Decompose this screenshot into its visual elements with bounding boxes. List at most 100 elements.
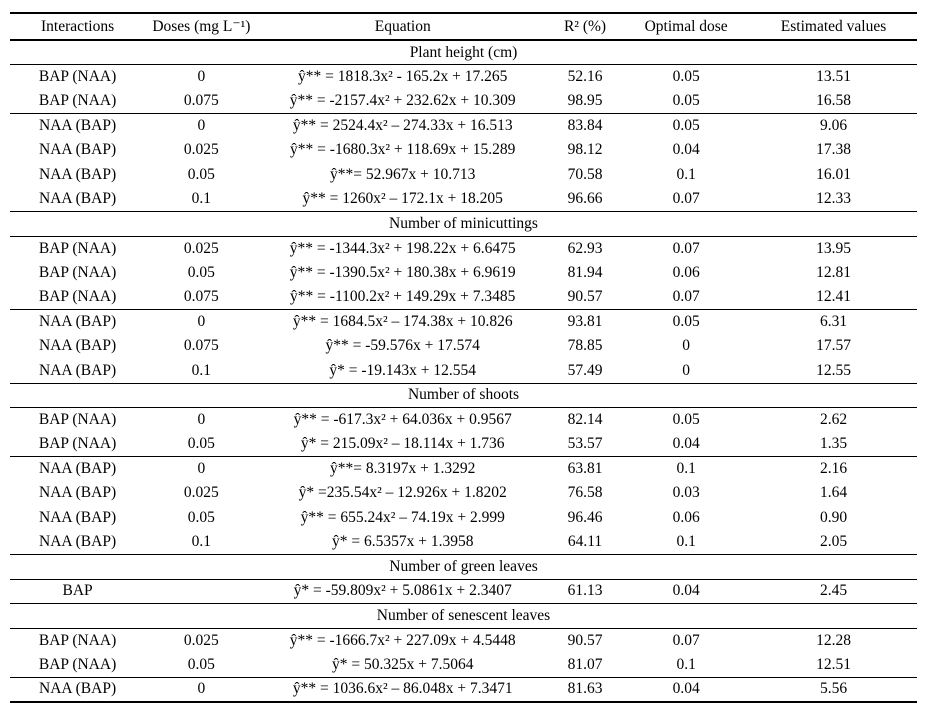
cell-r2: 64.11: [567, 533, 603, 550]
cell-interaction: BAP (NAA): [38, 68, 117, 85]
cell-equation: ŷ* = -59.809x² + 5.0861x + 2.3407: [293, 582, 512, 600]
cell-r2: 96.46: [567, 508, 603, 526]
cell-r2: 76.58: [567, 484, 603, 502]
cell-r2: 83.84: [567, 117, 603, 134]
cell-equation: ŷ* =235.54x² – 12.926x + 1.8202: [298, 484, 507, 502]
table-row: BAP ŷ* = -59.809x² + 5.0861x + 2.3407 61.1…: [10, 579, 917, 604]
cell-estimated-value: 12.33: [816, 190, 851, 207]
results-table: Interactions Doses (mg L⁻¹) Equation R² (%)…: [10, 12, 917, 703]
cell-r2: 57.49: [567, 361, 603, 379]
table-row: NAA (BAP) 0.1 ŷ** = 1260x² – 172.1x + 18.2…: [10, 187, 917, 212]
table-row: BAP (NAA) 0 ŷ** = 1818.3x² - 165.2x + 17.2…: [10, 65, 917, 90]
cell-equation: ŷ** = -1344.3x² + 198.22x + 6.6475: [289, 239, 516, 257]
cell-optimal-dose: 0.07: [672, 239, 700, 257]
table-row: BAP (NAA) 0.05 ŷ* = 215.09x² – 18.114x + 1…: [10, 432, 917, 457]
cell-equation: ŷ** = 1684.5x² – 174.38x + 10.826: [292, 313, 513, 330]
cell-equation: ŷ** = -617.3x² + 64.036x + 0.9567: [293, 411, 512, 428]
cell-equation: ŷ** = -1390.5x² + 180.38x + 6.9619: [289, 263, 516, 281]
cell-optimal-dose: 0.05: [672, 92, 700, 109]
cell-r2: 98.12: [567, 141, 603, 159]
cell-equation: ŷ** = 1818.3x² - 165.2x + 17.265: [298, 68, 508, 85]
header-equation: Equation: [374, 17, 431, 35]
cell-estimated-value: 13.95: [816, 239, 851, 257]
cell-dose: 0: [197, 680, 206, 697]
cell-estimated-value: 2.45: [819, 582, 848, 600]
cell-estimated-value: 12.51: [816, 655, 851, 673]
cell-estimated-value: 17.57: [816, 337, 851, 355]
cell-equation: ŷ** = -59.576x + 17.574: [325, 337, 480, 355]
cell-estimated-value: 16.58: [816, 92, 851, 109]
cell-optimal-dose: 0.05: [672, 68, 700, 85]
cell-r2: 61.13: [567, 582, 603, 600]
cell-interaction: NAA (BAP): [39, 533, 117, 550]
cell-estimated-value: 17.38: [816, 141, 851, 159]
section-title: Number of green leaves: [389, 557, 538, 575]
cell-equation: ŷ* = -19.143x + 12.554: [329, 361, 477, 379]
cell-estimated-value: 1.64: [819, 484, 848, 502]
cell-optimal-dose: 0.07: [672, 288, 700, 305]
cell-interaction: BAP (NAA): [38, 631, 117, 649]
table-row: NAA (BAP) 0 ŷ** = 1036.6x² – 86.048x + 7.3…: [10, 677, 917, 702]
cell-dose: 0.075: [183, 337, 219, 355]
cell-interaction: BAP: [62, 582, 93, 600]
table-row: NAA (BAP) 0.05 ŷ** = 655.24x² – 74.19x + 2…: [10, 506, 917, 531]
cell-equation: ŷ** = -1666.7x² + 227.09x + 4.5448: [289, 631, 516, 649]
cell-interaction: NAA (BAP): [39, 680, 117, 697]
cell-optimal-dose: 0.05: [672, 313, 700, 330]
cell-equation: ŷ** = 1036.6x² – 86.048x + 7.3471: [292, 680, 513, 697]
table-row: BAP (NAA) 0.05 ŷ** = -1390.5x² + 180.38x +…: [10, 261, 917, 286]
cell-interaction: BAP (NAA): [38, 288, 117, 305]
cell-dose: 0.05: [187, 655, 215, 673]
cell-estimated-value: 9.06: [819, 117, 848, 134]
cell-r2: 81.63: [567, 680, 603, 697]
cell-interaction: BAP (NAA): [38, 239, 117, 257]
cell-optimal-dose: 0: [682, 337, 691, 355]
cell-estimated-value: 2.05: [819, 533, 848, 550]
cell-equation: ŷ** = 1260x² – 172.1x + 18.205: [302, 190, 503, 207]
cell-interaction: NAA (BAP): [39, 460, 117, 477]
cell-dose: 0: [197, 460, 206, 477]
cell-dose: 0.025: [183, 631, 219, 649]
cell-r2: 62.93: [567, 239, 603, 257]
cell-dose: 0.1: [191, 533, 212, 550]
cell-estimated-value: 13.51: [816, 68, 851, 85]
section-title-row: Number of shoots: [10, 383, 917, 408]
cell-dose: 0.05: [187, 263, 215, 281]
cell-optimal-dose: 0: [682, 361, 691, 379]
cell-interaction: BAP (NAA): [38, 263, 117, 281]
cell-equation: ŷ**= 8.3197x + 1.3292: [330, 460, 476, 477]
cell-dose: [145, 579, 257, 604]
table-row: BAP (NAA) 0.025 ŷ** = -1666.7x² + 227.09x …: [10, 628, 917, 653]
cell-optimal-dose: 0.04: [672, 680, 700, 697]
cell-estimated-value: 6.31: [819, 313, 848, 330]
cell-optimal-dose: 0.03: [672, 484, 700, 502]
section-title: Number of minicuttings: [389, 214, 538, 232]
cell-estimated-value: 2.62: [819, 411, 848, 428]
cell-estimated-value: 12.28: [816, 631, 851, 649]
cell-r2: 96.66: [567, 190, 603, 207]
cell-equation: ŷ* = 215.09x² – 18.114x + 1.736: [300, 435, 505, 452]
cell-equation: ŷ* = 6.5357x + 1.3958: [331, 533, 474, 550]
cell-interaction: NAA (BAP): [39, 190, 117, 207]
cell-dose: 0.05: [187, 435, 215, 452]
cell-interaction: NAA (BAP): [39, 484, 117, 502]
table-header: Interactions Doses (mg L⁻¹) Equation R² (%)…: [10, 13, 917, 40]
header-row: Interactions Doses (mg L⁻¹) Equation R² (%)…: [10, 13, 917, 40]
cell-estimated-value: 5.56: [819, 680, 848, 697]
cell-interaction: NAA (BAP): [39, 508, 117, 526]
cell-interaction: NAA (BAP): [39, 337, 117, 355]
cell-interaction: NAA (BAP): [39, 117, 117, 134]
section-title: Plant height (cm): [409, 43, 518, 61]
cell-dose: 0.1: [191, 190, 212, 207]
section-title-row: Plant height (cm): [10, 40, 917, 65]
cell-dose: 0: [197, 411, 206, 428]
cell-r2: 98.95: [567, 92, 603, 109]
cell-dose: 0: [197, 68, 206, 85]
cell-equation: ŷ** = -1680.3x² + 118.69x + 15.289: [290, 141, 516, 159]
cell-interaction: BAP (NAA): [38, 92, 117, 109]
cell-optimal-dose: 0.1: [676, 165, 696, 183]
header-doses: Doses (mg L⁻¹): [152, 18, 251, 35]
cell-dose: 0.05: [187, 508, 215, 526]
cell-optimal-dose: 0.07: [672, 190, 700, 207]
